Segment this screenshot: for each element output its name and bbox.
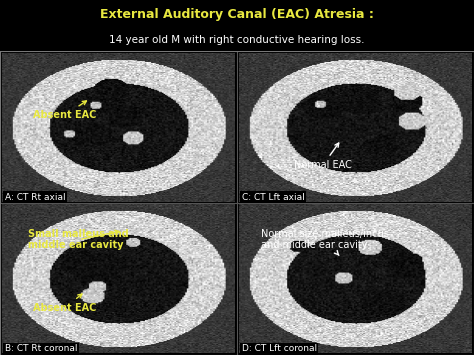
Text: Normal size malleus/incus
and middle ear cavity: Normal size malleus/incus and middle ear… <box>261 229 389 255</box>
Text: Absent EAC: Absent EAC <box>33 294 97 313</box>
Text: A: CT Rt axial: A: CT Rt axial <box>5 193 65 202</box>
Text: Normal EAC: Normal EAC <box>294 143 352 170</box>
Text: Absent EAC: Absent EAC <box>33 101 97 120</box>
Text: B: CT Rt coronal: B: CT Rt coronal <box>5 344 77 354</box>
Text: 14 year old M with right conductive hearing loss.: 14 year old M with right conductive hear… <box>109 35 365 45</box>
Text: Small malleus and
middle ear cavity: Small malleus and middle ear cavity <box>28 229 129 251</box>
Text: External Auditory Canal (EAC) Atresia :: External Auditory Canal (EAC) Atresia : <box>100 8 374 21</box>
Text: C: CT Lft axial: C: CT Lft axial <box>242 193 304 202</box>
Text: D: CT Lft coronal: D: CT Lft coronal <box>242 344 317 354</box>
